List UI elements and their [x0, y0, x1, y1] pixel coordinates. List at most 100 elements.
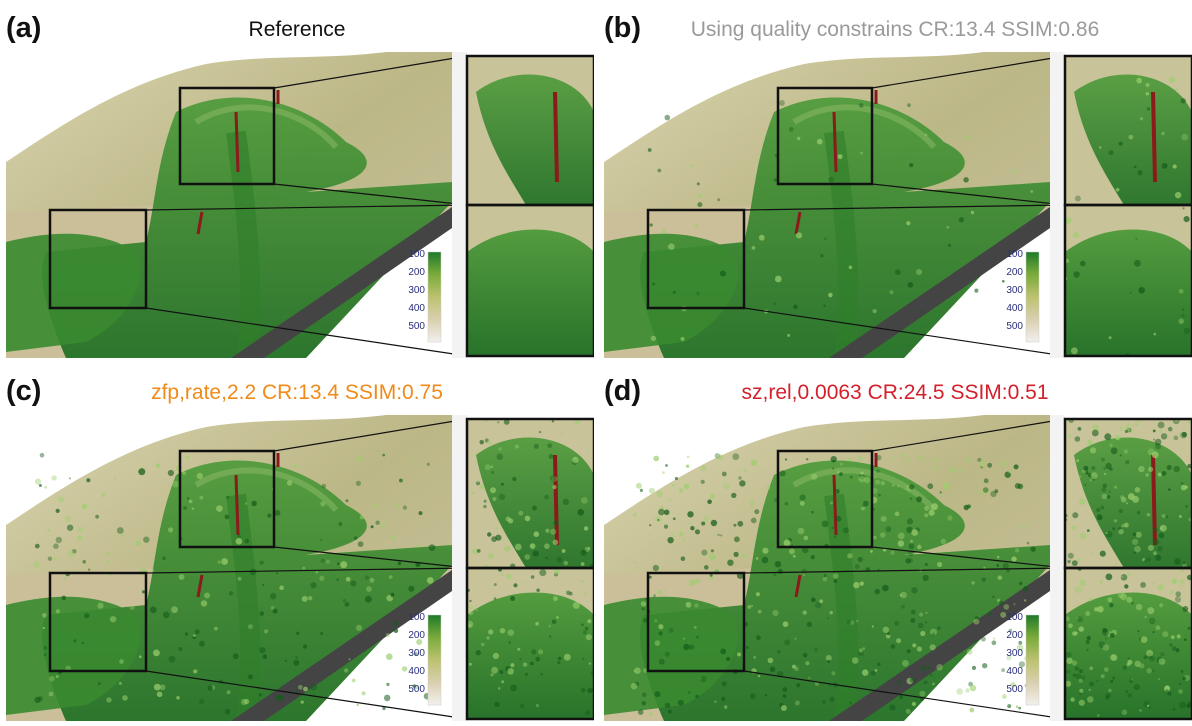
artifact-dot — [847, 553, 852, 558]
artifact-dot — [704, 565, 709, 570]
artifact-dot — [417, 544, 421, 548]
artifact-dot — [179, 574, 185, 580]
artifact-dot — [63, 577, 66, 580]
artifact-dot — [710, 494, 716, 500]
artifact-dot — [881, 481, 886, 486]
artifact-dot — [544, 495, 549, 500]
artifact-dot — [492, 497, 496, 501]
artifact-dot — [1153, 539, 1159, 545]
artifact-dot — [1182, 207, 1184, 209]
artifact-dot — [634, 667, 641, 674]
artifact-dot — [490, 673, 493, 676]
artifact-dot — [581, 562, 585, 566]
artifact-dot — [1086, 649, 1088, 651]
artifact-dot — [1024, 599, 1026, 601]
artifact-dot — [1014, 464, 1019, 469]
artifact-dot — [803, 610, 807, 614]
artifact-dot — [762, 557, 769, 564]
artifact-dot — [226, 496, 229, 499]
artifact-dot — [419, 511, 423, 515]
artifact-dot — [803, 574, 805, 576]
artifact-dot — [1169, 643, 1172, 646]
artifact-dot — [1100, 551, 1106, 557]
artifact-dot — [1180, 432, 1187, 439]
artifact-dot — [683, 644, 689, 650]
colorbar-tick-label: 400 — [1006, 303, 1023, 314]
colorbar-tick-label: 500 — [408, 684, 425, 695]
artifact-dot — [382, 454, 385, 457]
artifact-dot — [765, 694, 767, 696]
artifact-dot — [929, 510, 935, 516]
artifact-dot — [665, 703, 670, 708]
artifact-dot — [1160, 652, 1164, 656]
artifact-dot — [375, 521, 379, 525]
artifact-dot — [1183, 561, 1186, 564]
artifact-dot — [941, 539, 947, 545]
inset-divider — [1050, 52, 1065, 358]
artifact-dot — [1102, 494, 1108, 500]
artifact-dot — [236, 538, 243, 545]
artifact-dot — [936, 664, 943, 671]
artifact-dot — [734, 552, 739, 557]
artifact-dot — [998, 575, 1003, 580]
artifact-dot — [694, 603, 698, 607]
artifact-dot — [1168, 427, 1173, 432]
artifact-dot — [695, 579, 700, 584]
artifact-dot — [667, 537, 673, 543]
artifact-dot — [1007, 704, 1011, 708]
artifact-dot — [949, 467, 955, 473]
artifact-dot — [1159, 603, 1163, 607]
artifact-dot — [1171, 635, 1175, 639]
artifact-dot — [665, 652, 670, 657]
artifact-dot — [992, 640, 997, 645]
artifact-dot — [720, 649, 726, 655]
artifact-dot — [911, 618, 916, 623]
artifact-dot — [88, 569, 90, 571]
artifact-dot — [679, 488, 683, 492]
artifact-dot — [930, 674, 933, 677]
artifact-dot — [642, 607, 645, 610]
artifact-dot — [1071, 347, 1078, 354]
artifact-dot — [508, 629, 515, 636]
artifact-dot — [1075, 667, 1079, 671]
artifact-dot — [789, 549, 795, 555]
artifact-dot — [214, 627, 218, 631]
artifact-dot — [56, 509, 60, 513]
artifact-dot — [1158, 422, 1165, 429]
surface-svg: 100200300400500 — [604, 52, 1192, 358]
artifact-dot — [499, 670, 503, 674]
artifact-dot — [1078, 475, 1081, 478]
artifact-dot — [1137, 511, 1141, 515]
artifact-dot — [1175, 591, 1181, 597]
artifact-dot — [633, 513, 637, 517]
artifact-dot — [285, 660, 287, 662]
artifact-dot — [508, 641, 511, 644]
artifact-dot — [899, 696, 902, 699]
artifact-dot — [852, 657, 859, 664]
artifact-dot — [554, 569, 560, 575]
artifact-dot — [944, 487, 947, 490]
artifact-dot — [876, 455, 881, 460]
artifact-dot — [746, 646, 749, 649]
artifact-dot — [800, 494, 806, 500]
artifact-dot — [1112, 677, 1115, 680]
artifact-dot — [345, 499, 348, 502]
artifact-dot — [860, 472, 863, 475]
artifact-dot — [999, 601, 1003, 605]
artifact-dot — [1144, 616, 1146, 618]
artifact-dot — [775, 561, 781, 567]
artifact-dot — [795, 701, 800, 706]
artifact-dot — [484, 500, 487, 503]
artifact-dot — [652, 283, 655, 286]
artifact-dot — [1134, 551, 1136, 553]
artifact-dot — [700, 465, 706, 471]
artifact-dot — [491, 667, 498, 674]
artifact-dot — [672, 484, 675, 487]
artifact-dot — [1121, 524, 1124, 527]
artifact-dot — [1087, 696, 1094, 703]
artifact-dot — [793, 305, 798, 310]
panel-d: (d) sz,rel,0.0063 CR:24.5 SSIM:0.51 — [598, 363, 1192, 726]
artifact-dot — [875, 669, 878, 672]
artifact-dot — [720, 271, 726, 277]
artifact-dot — [1185, 505, 1188, 508]
